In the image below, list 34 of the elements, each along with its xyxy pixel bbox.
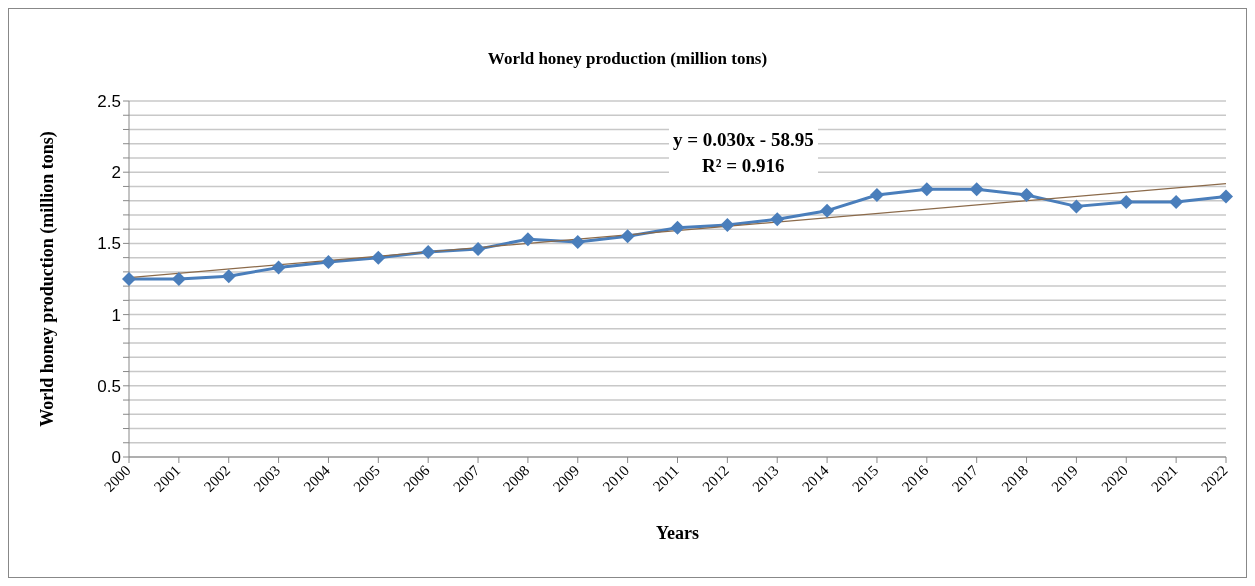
y-tick-label: 1 [111,305,121,325]
point [820,203,835,218]
point [520,232,535,247]
point [570,234,585,249]
y-axis-title: World honey production (million tons) [37,131,59,427]
point [421,244,436,259]
y-tick-label: 2 [111,163,121,183]
point [221,269,236,284]
point [171,272,186,286]
point [969,182,984,197]
y-tick-label: 1.5 [97,234,121,254]
point [471,242,486,257]
point [371,250,386,265]
point [670,220,685,235]
annotation: y = 0.030x - 58.95 [673,128,814,152]
point [720,217,735,232]
point [1169,195,1184,210]
point [321,254,336,269]
point [1019,187,1034,202]
chart-title: World honey production (million tons) [486,49,769,69]
point [271,260,286,275]
y-tick-label: 0.5 [97,376,121,396]
point [1069,199,1084,214]
point [770,212,785,227]
point [1219,189,1233,204]
point [919,182,934,197]
y-tick-label: 2.5 [97,92,121,112]
y-tick-label: 0 [111,448,121,468]
x-axis-title: Years [656,523,699,543]
annotation: R² = 0.916 [701,154,786,178]
point [620,229,635,244]
point [1119,195,1134,210]
point [122,272,136,286]
point [869,187,884,202]
